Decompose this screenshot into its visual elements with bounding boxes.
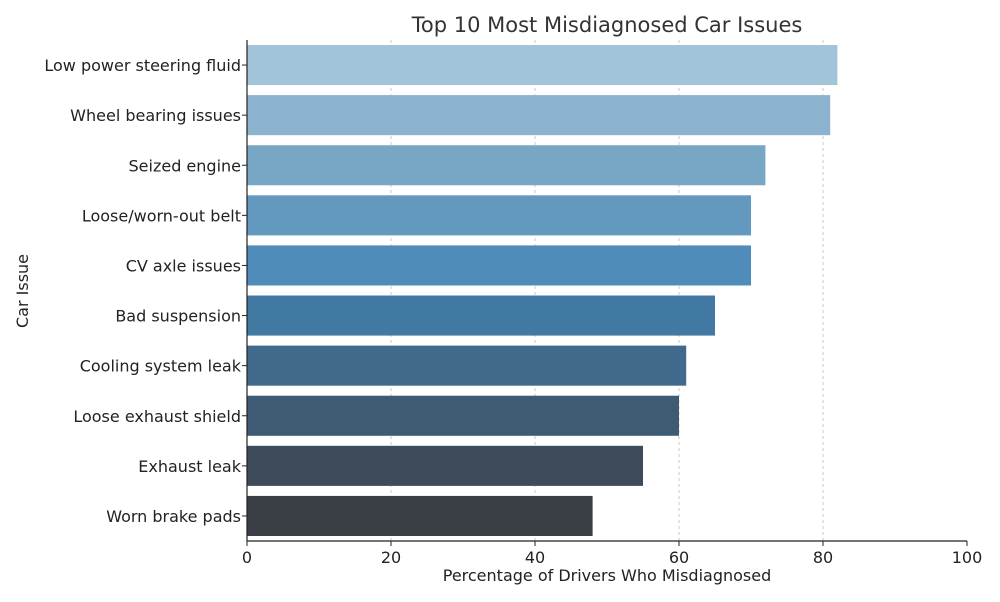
category-label: Seized engine [129,156,242,175]
x-tick-label: 20 [381,548,401,567]
chart-title: Top 10 Most Misdiagnosed Car Issues [411,13,803,37]
bar [247,495,593,536]
category-label: Wheel bearing issues [70,106,241,125]
x-tick-label: 40 [525,548,545,567]
bar [247,395,679,436]
category-label: Loose/worn-out belt [82,206,241,225]
y-axis-label: Car Issue [13,254,32,328]
category-label: Low power steering fluid [44,56,241,75]
x-tick-label: 100 [952,548,983,567]
bar [247,195,751,236]
category-label: CV axle issues [126,256,241,275]
x-tick-label: 80 [813,548,833,567]
category-label: Loose exhaust shield [73,407,241,426]
category-label: Exhaust leak [138,457,241,476]
x-tick-label: 0 [242,548,252,567]
category-label: Bad suspension [115,307,241,326]
category-label: Cooling system leak [80,357,242,376]
x-axis-label: Percentage of Drivers Who Misdiagnosed [443,566,772,585]
bar [247,145,766,186]
bar [247,295,715,336]
x-tick-label: 60 [669,548,689,567]
x-ticks: 0 20 40 60 80 100 [242,541,982,567]
bar [247,345,687,386]
bar [247,45,838,86]
bar [247,95,831,136]
bars [247,45,838,536]
bar [247,445,643,486]
category-labels: Low power steering fluid Wheel bearing is… [44,56,247,526]
bar [247,245,751,286]
category-label: Worn brake pads [106,507,241,526]
